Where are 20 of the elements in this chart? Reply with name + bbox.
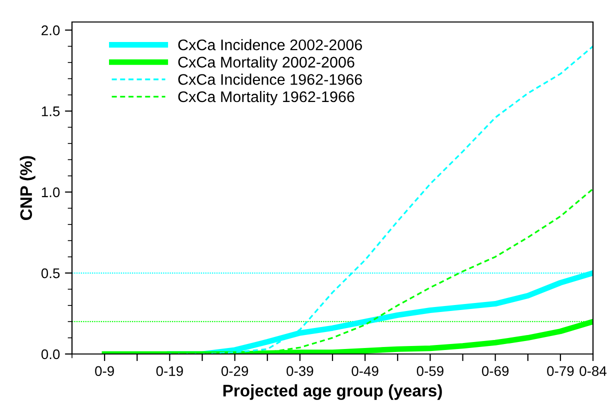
legend-label: CxCa Mortality 2002-2006	[178, 56, 354, 71]
legend-label: CxCa Incidence 1962-1966	[178, 74, 362, 85]
y-axis-title: CNP (%)	[20, 156, 36, 220]
y-tick-label: 1.0	[42, 187, 60, 198]
x-tick-label: 0-29	[221, 366, 248, 376]
legend-label: CxCa Mortality 1962-1966	[178, 90, 354, 106]
x-tick-label: 0-69	[482, 366, 509, 376]
x-tick-label: 0-79	[547, 366, 574, 376]
y-tick-label: 1.5	[42, 106, 60, 116]
x-axis-title: Projected age group (years)	[223, 384, 442, 400]
x-tick-label: 0-39	[286, 366, 314, 376]
y-tick-label: 0.5	[41, 268, 60, 278]
x-tick-label: 0-9	[95, 366, 114, 376]
x-tick-label: 0-84	[580, 366, 606, 376]
y-tick-label: 2.0	[42, 25, 60, 36]
x-tick-label: 0-19	[156, 366, 183, 376]
x-tick-label: 0-59	[416, 366, 444, 376]
y-tick-label: 0.0	[41, 349, 60, 360]
legend-label: CxCa Incidence 2002-2006	[178, 39, 362, 50]
x-tick-label: 0-49	[352, 366, 378, 376]
